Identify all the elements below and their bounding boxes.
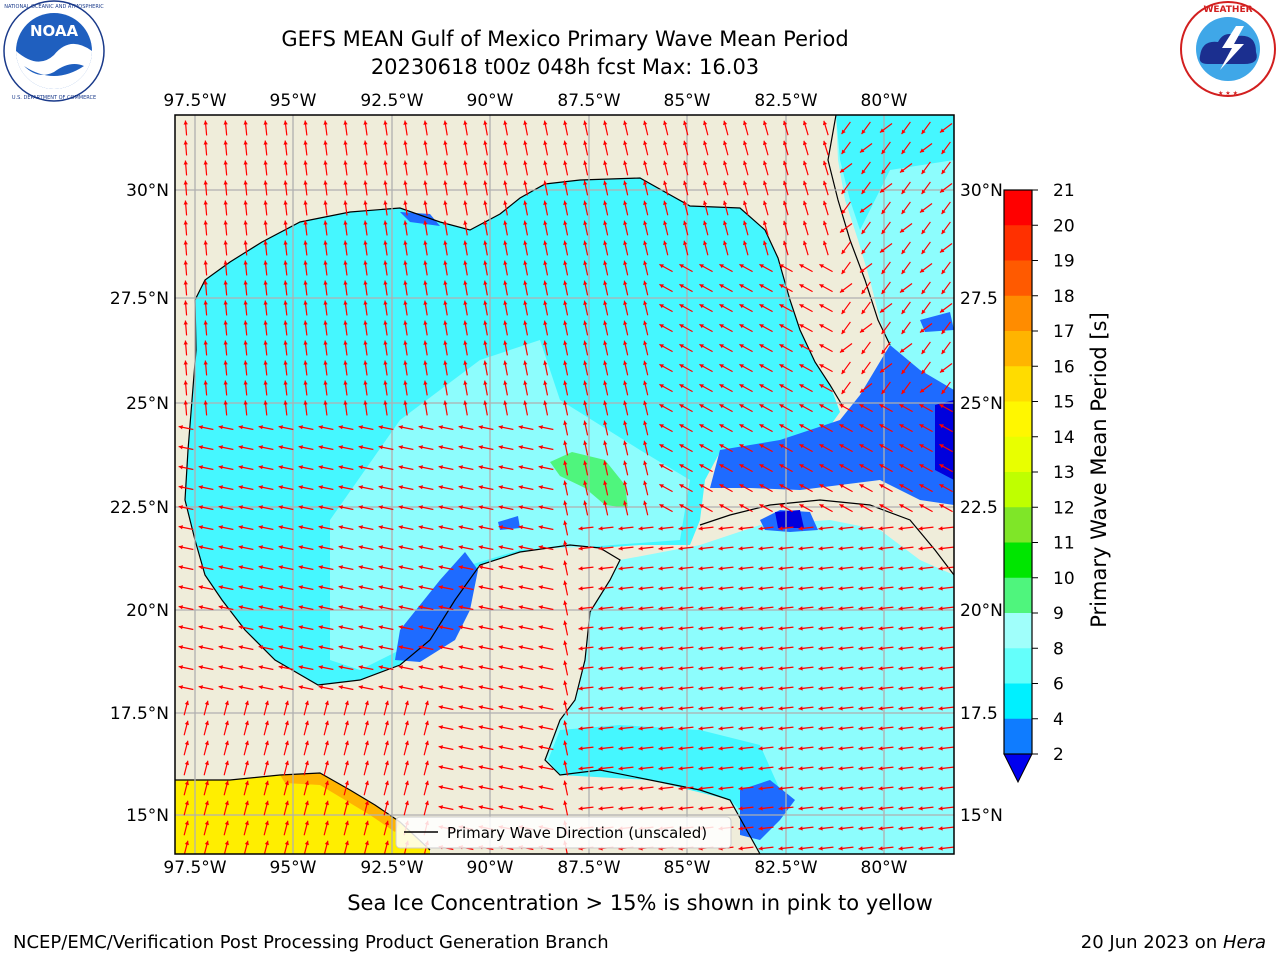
- lat-label-left: 15°N: [126, 806, 169, 826]
- lon-label-bottom: 87.5°W: [557, 858, 620, 878]
- colorbar-label: Primary Wave Mean Period [s]: [1087, 312, 1111, 628]
- lat-labels-left: 30°N 27.5°N 25°N 22.5°N 20°N 17.5°N 15°N: [110, 181, 169, 826]
- colorbar-swatch: [1004, 648, 1032, 685]
- lat-label-right: 25°N: [960, 394, 1003, 414]
- colorbar-swatch: [1004, 613, 1032, 649]
- pacific-yellow-region: [175, 773, 430, 854]
- legend-label: Primary Wave Direction (unscaled): [447, 824, 707, 842]
- colorbar-tick-label: 19: [1053, 252, 1075, 272]
- lon-label-top: 90°W: [467, 91, 514, 111]
- lat-label-left: 22.5°N: [110, 498, 169, 518]
- lat-label-left: 25°N: [126, 394, 169, 414]
- lat-label-right: 20°N: [960, 601, 1003, 621]
- nws-logo: WEATHER ★ ★ ★: [1180, 1, 1276, 97]
- lon-label-top: 85°W: [664, 91, 711, 111]
- lat-label-right: 17.5: [960, 704, 998, 724]
- colorbar-swatch: [1004, 366, 1032, 403]
- lat-label-right: 27.5: [960, 289, 998, 309]
- colorbar-tick-label: 6: [1053, 675, 1064, 695]
- svg-text:★ ★ ★: ★ ★ ★: [1218, 90, 1238, 97]
- lon-label-bottom: 80°W: [861, 858, 908, 878]
- graticule: [175, 115, 954, 854]
- lat-label-right: 15°N: [960, 806, 1003, 826]
- lat-labels-right: 30°N 27.5 25°N 22.5 20°N 17.5 15°N: [960, 181, 1003, 826]
- colorbar-tick-label: 17: [1053, 322, 1075, 342]
- lon-label-bottom: 85°W: [664, 858, 711, 878]
- colorbar-tick-label: 18: [1053, 287, 1075, 307]
- lat-label-left: 20°N: [126, 601, 169, 621]
- date-stamp: 20 Jun 2023 on Hera: [1081, 932, 1266, 953]
- colorbar-extend-triangle: [1003, 753, 1033, 784]
- colorbar-tick-label: 9: [1053, 604, 1064, 624]
- lon-label-bottom: 90°W: [467, 858, 514, 878]
- colorbar-tick-label: 4: [1053, 710, 1064, 730]
- colorbar-tick-label: 2: [1053, 745, 1064, 765]
- colorbar-swatch: [1004, 436, 1032, 473]
- credit-text: NCEP/EMC/Verification Post Processing Pr…: [13, 932, 609, 953]
- colorbar-tick-label: 20: [1053, 216, 1075, 236]
- lat-label-left: 30°N: [126, 181, 169, 201]
- colorbar-swatch: [1004, 190, 1032, 226]
- florida-straits-blue: [710, 345, 954, 505]
- map-frame: [174, 114, 955, 855]
- svg-text:WEATHER: WEATHER: [1203, 5, 1252, 15]
- svg-text:U.S. DEPARTMENT OF COMMERCE: U.S. DEPARTMENT OF COMMERCE: [12, 95, 96, 101]
- noaa-logo-text: NOAA: [30, 22, 79, 40]
- colorbar-swatch: [1004, 507, 1032, 544]
- colorbar-swatch: [1004, 225, 1032, 262]
- colorbar-swatch: [1004, 577, 1032, 614]
- lon-label-bottom: 92.5°W: [360, 858, 423, 878]
- colorbar-tick-label: 16: [1053, 357, 1075, 377]
- lon-label-top: 97.5°W: [163, 91, 226, 111]
- map-figure: 97.5°W 95°W 92.5°W 90°W 87.5°W 85°W 82.5°W 80°W…: [110, 91, 1111, 878]
- colorbar-tick-label: 14: [1053, 428, 1075, 448]
- lon-labels-bottom: 97.5°W 95°W 92.5°W 90°W 87.5°W 85°W 82.5°W 80°W: [163, 858, 907, 878]
- date-text: 20 Jun 2023 on: [1080, 932, 1223, 953]
- lon-label-bottom: 97.5°W: [163, 858, 226, 878]
- lon-label-top: 92.5°W: [360, 91, 423, 111]
- colorbar-tick-label: 12: [1053, 498, 1075, 518]
- lon-label-top: 95°W: [270, 91, 317, 111]
- colorbar-swatch: [1004, 401, 1032, 438]
- lon-label-top: 80°W: [861, 91, 908, 111]
- colorbar: 21 20 19 18 17 16 15 14 13 12 11 10 9 8 6 4 2: [1003, 181, 1075, 784]
- colorbar-tick-label: 8: [1053, 639, 1064, 659]
- colorbar-tick-label: 10: [1053, 569, 1075, 589]
- svg-text:NATIONAL OCEANIC AND ATMOSPHER: NATIONAL OCEANIC AND ATMOSPHERIC: [4, 4, 104, 10]
- lon-label-top: 82.5°W: [754, 91, 817, 111]
- lon-label-bottom: 95°W: [270, 858, 317, 878]
- colorbar-swatch: [1004, 295, 1032, 332]
- machine-name: Hera: [1222, 932, 1266, 953]
- colorbar-swatch: [1004, 542, 1032, 579]
- title-line-2: 20230618 t00z 048h fcst Max: 16.03: [370, 55, 760, 79]
- lat-label-left: 17.5°N: [110, 704, 169, 724]
- map-legend: Primary Wave Direction (unscaled): [395, 816, 732, 849]
- colorbar-swatch: [1004, 683, 1032, 720]
- colorbar-swatch: [1004, 260, 1032, 297]
- lat-label-right: 22.5: [960, 498, 998, 518]
- colorbar-swatch: [1004, 718, 1032, 755]
- colorbar-tick-label: 15: [1053, 393, 1075, 413]
- campeche-blue: [395, 552, 478, 662]
- noaa-logo: NOAA NATIONAL OCEANIC AND ATMOSPHERIC U.…: [3, 0, 105, 102]
- colorbar-tick-label: 11: [1053, 534, 1075, 554]
- lat-label-right: 30°N: [960, 181, 1003, 201]
- lon-labels-top: 97.5°W 95°W 92.5°W 90°W 87.5°W 85°W 82.5°W 80°W: [163, 91, 907, 111]
- lon-label-bottom: 82.5°W: [754, 858, 817, 878]
- wave-direction-arrows: [178, 120, 954, 854]
- lat-label-left: 27.5°N: [110, 289, 169, 309]
- colorbar-swatch: [1004, 331, 1032, 367]
- lon-label-top: 87.5°W: [557, 91, 620, 111]
- title-line-1: GEFS MEAN Gulf of Mexico Primary Wave Me…: [281, 27, 849, 51]
- colorbar-tick-label: 13: [1053, 463, 1075, 483]
- sea-ice-note: Sea Ice Concentration > 15% is shown in …: [347, 891, 933, 915]
- colorbar-swatch: [1004, 472, 1032, 508]
- colorbar-tick-label: 21: [1053, 181, 1075, 201]
